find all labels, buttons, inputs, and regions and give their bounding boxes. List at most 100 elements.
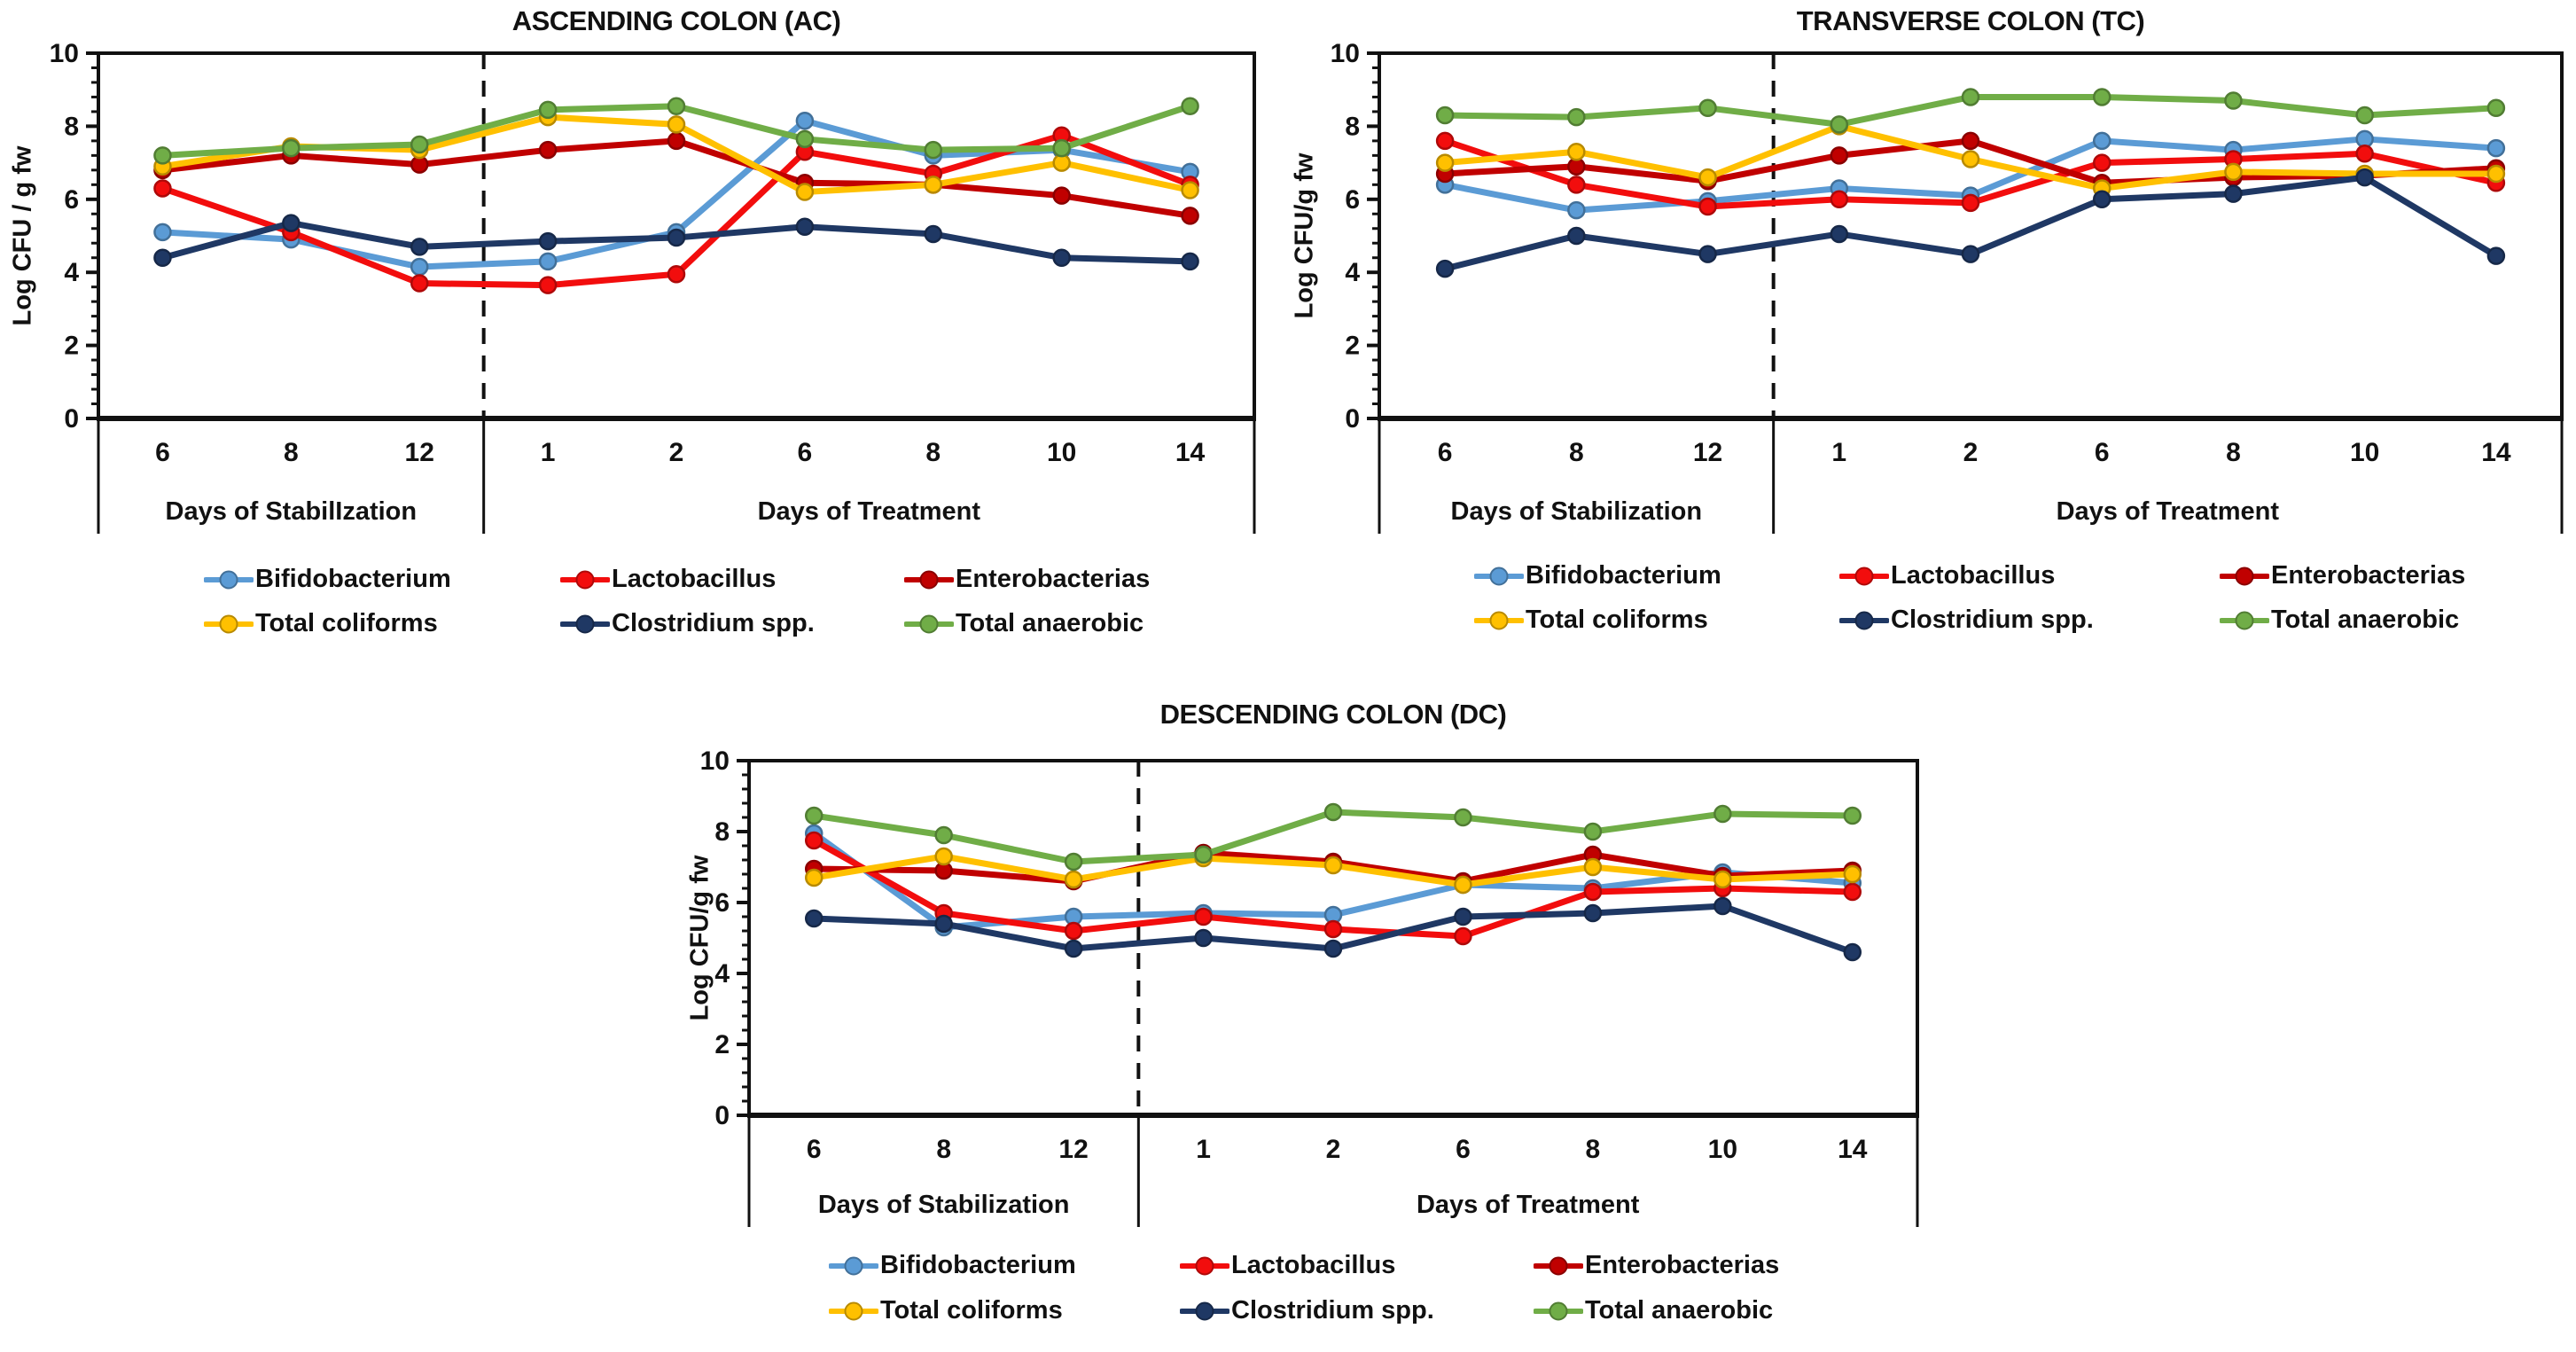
legend-marker-icon <box>1474 611 1524 629</box>
data-point-marker <box>1181 252 1199 271</box>
treatment-group-label: Days of Treatment <box>1417 1191 1640 1219</box>
legend-label: Enterobacterias <box>1585 1251 1780 1279</box>
data-point-marker <box>2355 168 2374 187</box>
data-point-marker <box>1713 870 1732 889</box>
data-point-marker <box>1435 106 1455 125</box>
data-point-marker <box>667 265 686 284</box>
chart-title: DESCENDING COLON (DC) <box>1159 699 1507 730</box>
data-point-marker <box>934 847 953 866</box>
data-point-marker <box>1323 939 1343 958</box>
legend-item: Total coliforms <box>829 1296 1063 1325</box>
data-point-marker <box>1961 131 1980 151</box>
y-tick-label: 0 <box>1345 404 1360 434</box>
data-point-marker <box>1698 197 1717 216</box>
legend-marker-icon <box>904 614 954 633</box>
data-point-marker <box>795 183 815 201</box>
x-tick-label: 8 <box>284 438 299 467</box>
stabilization-group-label: Days of Stabilization <box>818 1191 1070 1219</box>
data-point-marker <box>2224 91 2243 110</box>
x-tick-label: 6 <box>1438 438 1453 467</box>
data-point-marker <box>538 140 558 160</box>
data-point-marker <box>1052 138 1071 158</box>
data-point-marker <box>2355 145 2374 163</box>
data-point-marker <box>1454 875 1472 895</box>
legend-marker-icon <box>829 1301 878 1320</box>
legend-marker-icon <box>204 614 254 633</box>
data-point-marker <box>1194 907 1213 926</box>
data-point-marker <box>1435 153 1455 172</box>
y-tick-label: 4 <box>64 258 79 287</box>
data-point-marker <box>667 115 686 134</box>
legend-label: Enterobacterias <box>956 565 1151 593</box>
legend-item: Total coliforms <box>204 609 438 638</box>
y-tick-label: 2 <box>714 1030 730 1059</box>
y-tick-label: 8 <box>1345 112 1360 141</box>
data-point-marker <box>1583 857 1603 877</box>
data-point-marker <box>1830 146 1849 165</box>
legend-marker-icon <box>204 570 254 589</box>
data-point-marker <box>1583 903 1603 923</box>
data-point-marker <box>667 131 686 151</box>
data-point-marker <box>1064 921 1083 941</box>
data-point-marker <box>153 248 172 267</box>
legend-label: Total anaerobic <box>1585 1296 1774 1325</box>
x-tick-label: 8 <box>2226 438 2241 467</box>
legend-marker-icon <box>560 614 610 633</box>
x-tick-label: 12 <box>405 438 434 467</box>
legend-item: Clostridium spp. <box>1180 1296 1434 1325</box>
legend-label: Clostridium spp. <box>1231 1296 1434 1325</box>
data-point-marker <box>1567 200 1586 220</box>
legend-item: Clostridium spp. <box>1839 606 2094 635</box>
x-tick-label: 6 <box>807 1135 822 1164</box>
y-tick-label: 4 <box>714 959 730 989</box>
x-tick-label: 14 <box>1838 1135 1868 1164</box>
data-point-marker <box>804 868 824 887</box>
data-point-marker <box>924 176 943 194</box>
data-point-marker <box>1181 97 1199 115</box>
x-tick-label: 12 <box>1058 1135 1088 1164</box>
data-point-marker <box>2486 164 2506 184</box>
data-point-marker <box>667 228 686 247</box>
data-point-marker <box>1830 190 1849 209</box>
data-point-marker <box>1323 919 1343 939</box>
data-point-marker <box>153 179 172 198</box>
legend-marker-icon <box>1180 1256 1229 1275</box>
x-tick-label: 10 <box>1047 438 1076 467</box>
data-point-marker <box>1181 181 1199 199</box>
y-tick-label: 0 <box>64 404 79 434</box>
y-tick-label: 8 <box>64 112 79 141</box>
legend-label: Clostridium spp. <box>1891 606 2094 634</box>
data-point-marker <box>538 231 558 251</box>
y-tick-label: 6 <box>1345 185 1360 215</box>
data-point-marker <box>1961 193 1980 213</box>
data-point-marker <box>804 831 824 850</box>
data-point-marker <box>1323 802 1343 822</box>
data-point-marker <box>410 257 429 277</box>
data-point-marker <box>2092 88 2112 106</box>
legend-label: Total anaerobic <box>2271 606 2460 634</box>
legend-item: Enterobacterias <box>904 565 1150 594</box>
data-point-marker <box>2092 190 2112 209</box>
data-point-marker <box>410 238 429 256</box>
legend-item: Total anaerobic <box>2220 606 2459 635</box>
x-tick-label: 1 <box>1196 1135 1211 1164</box>
data-point-marker <box>1323 856 1343 875</box>
data-point-marker <box>795 111 815 130</box>
data-point-marker <box>2486 246 2506 265</box>
x-tick-label: 1 <box>1831 438 1846 467</box>
x-tick-label: 2 <box>1326 1135 1341 1164</box>
data-point-marker <box>2224 184 2243 203</box>
y-tick-label: 6 <box>64 185 79 215</box>
legend-label: Lactobacillus <box>612 565 777 593</box>
x-tick-label: 14 <box>1175 438 1206 467</box>
data-point-marker <box>1567 142 1586 161</box>
x-tick-label: 6 <box>798 438 813 467</box>
legend-item: Lactobacillus <box>1839 561 2055 590</box>
legend-item: Enterobacterias <box>2220 561 2465 590</box>
legend-item: Lactobacillus <box>560 565 776 594</box>
data-point-marker <box>1843 882 1862 902</box>
legend-marker-icon <box>2220 567 2269 585</box>
